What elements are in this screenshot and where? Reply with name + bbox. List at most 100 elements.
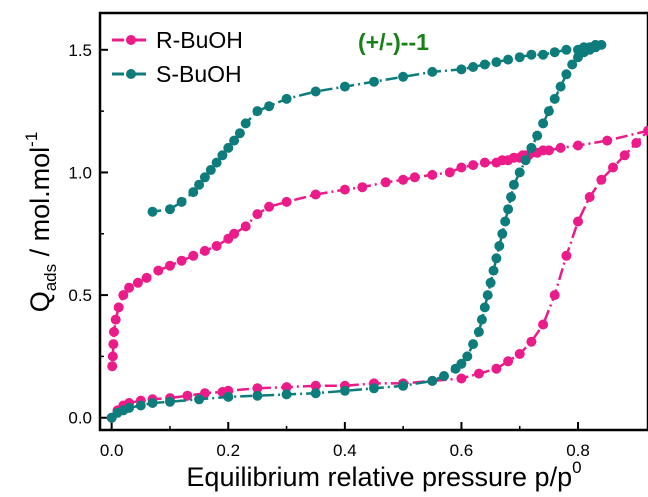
data-point bbox=[555, 142, 566, 153]
data-point bbox=[479, 302, 490, 313]
data-point bbox=[573, 140, 583, 151]
data-point bbox=[398, 174, 409, 185]
data-point bbox=[543, 106, 554, 117]
data-point bbox=[310, 86, 321, 97]
data-point bbox=[223, 233, 234, 244]
data-point bbox=[473, 368, 484, 379]
data-point bbox=[503, 356, 514, 367]
data-point bbox=[110, 314, 121, 325]
y-axis: 0.0 0.5 1.0 1.5 bbox=[68, 41, 108, 428]
data-point bbox=[211, 241, 222, 251]
data-point bbox=[538, 49, 549, 60]
data-point bbox=[631, 138, 642, 148]
data-point bbox=[439, 371, 449, 381]
data-point bbox=[561, 69, 572, 80]
y-axis-title-subscript: ads bbox=[41, 264, 60, 291]
data-point bbox=[491, 253, 502, 264]
data-point bbox=[240, 118, 251, 129]
x-axis-title-superscript: 0 bbox=[572, 458, 581, 477]
data-point bbox=[124, 402, 135, 413]
data-point bbox=[506, 192, 516, 202]
data-point bbox=[252, 390, 263, 401]
data-point bbox=[176, 255, 187, 266]
x-axis: 0.0 0.2 0.4 0.6 0.8 bbox=[100, 422, 590, 460]
data-point bbox=[199, 245, 210, 256]
data-point bbox=[555, 81, 566, 92]
data-point bbox=[132, 277, 143, 288]
data-point bbox=[514, 349, 525, 359]
data-point bbox=[444, 167, 455, 178]
data-point bbox=[211, 157, 222, 168]
data-point bbox=[369, 76, 379, 87]
data-point bbox=[108, 339, 119, 350]
y-tick-label: 0.0 bbox=[68, 409, 92, 428]
series-line bbox=[110, 129, 648, 419]
data-point bbox=[194, 394, 205, 405]
data-point bbox=[153, 265, 164, 276]
data-point bbox=[500, 216, 511, 227]
data-point bbox=[357, 182, 368, 193]
legend-item: R-BuOH bbox=[112, 27, 243, 53]
data-point bbox=[427, 66, 438, 77]
data-point bbox=[339, 184, 350, 195]
data-point bbox=[194, 179, 205, 190]
data-point bbox=[182, 390, 193, 401]
data-point bbox=[199, 172, 210, 183]
data-point bbox=[205, 165, 216, 175]
data-point bbox=[369, 383, 379, 394]
data-point bbox=[549, 290, 560, 301]
data-point bbox=[491, 363, 502, 374]
x-axis-title: Equilibrium relative pressure p/p0 bbox=[186, 458, 581, 492]
data-point bbox=[113, 302, 124, 313]
y-tick-label: 0.5 bbox=[68, 286, 92, 305]
data-point bbox=[468, 62, 479, 72]
data-point bbox=[526, 49, 537, 60]
data-point bbox=[491, 57, 502, 68]
data-point bbox=[107, 361, 118, 372]
data-point bbox=[494, 241, 505, 251]
data-point bbox=[165, 260, 175, 271]
data-point bbox=[281, 93, 292, 104]
data-point bbox=[596, 174, 607, 185]
data-point bbox=[234, 128, 245, 139]
data-point bbox=[567, 59, 578, 70]
data-point bbox=[468, 160, 479, 171]
data-point bbox=[602, 135, 613, 146]
data-point bbox=[264, 101, 275, 112]
data-point bbox=[643, 125, 648, 136]
data-point bbox=[473, 326, 484, 337]
data-point bbox=[141, 272, 152, 283]
data-point bbox=[479, 59, 490, 70]
data-point bbox=[462, 351, 473, 362]
legend-marker bbox=[126, 69, 136, 79]
data-point bbox=[188, 250, 199, 261]
data-point bbox=[310, 388, 321, 399]
data-point bbox=[223, 142, 234, 153]
data-point bbox=[398, 71, 409, 82]
data-point bbox=[281, 196, 292, 207]
y-tick-label: 1.5 bbox=[68, 41, 92, 60]
data-point bbox=[514, 167, 525, 178]
data-point bbox=[456, 358, 467, 369]
data-point bbox=[561, 44, 572, 55]
data-point bbox=[240, 221, 251, 232]
data-point bbox=[165, 396, 175, 407]
data-point bbox=[608, 162, 618, 173]
data-point bbox=[229, 135, 240, 146]
legend-label: R-BuOH bbox=[156, 27, 243, 53]
y-tick-label: 1.0 bbox=[68, 163, 92, 182]
chart-annotation: (+/-)--1 bbox=[358, 29, 429, 55]
data-point bbox=[165, 204, 175, 215]
data-point bbox=[281, 389, 292, 400]
data-point bbox=[503, 204, 514, 215]
data-point bbox=[135, 400, 146, 411]
data-point bbox=[118, 290, 129, 301]
data-point bbox=[147, 398, 158, 408]
data-point bbox=[532, 130, 543, 141]
data-point bbox=[217, 150, 228, 161]
y-axis-title: Qads / mol.mol-1 bbox=[22, 132, 60, 313]
data-point bbox=[281, 382, 292, 393]
x-tick-label: 0.0 bbox=[100, 441, 124, 460]
data-point bbox=[176, 196, 187, 207]
